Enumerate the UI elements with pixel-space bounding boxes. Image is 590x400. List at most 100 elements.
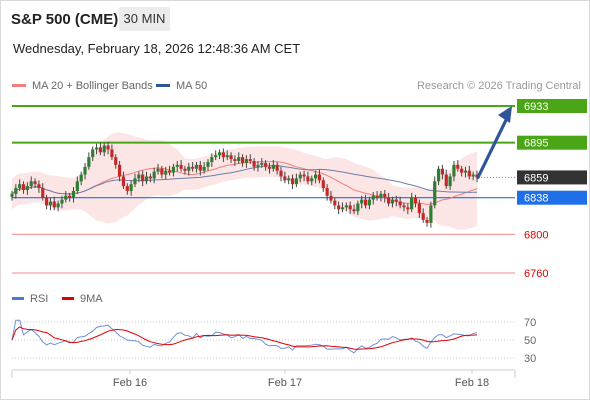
candle-body [156,168,160,172]
interval-button[interactable]: 30 MIN [119,7,170,31]
candle-body [91,149,95,158]
candle-body [321,180,325,189]
candle-body [237,157,241,162]
candle-body [248,159,252,162]
candle-body [352,209,356,212]
legend-ma50: MA 50 [156,80,207,92]
legend-ma20-label: MA 20 + Bollinger Bands [32,80,153,92]
level-label-bg-6838 [517,190,587,205]
candle-body [75,181,79,191]
candle-body [160,168,164,175]
candle-body [371,195,375,200]
candle-body [29,181,33,187]
rsi-swatch [12,296,24,300]
candle-body [210,157,214,162]
ma50-line [11,165,477,195]
candle-body [471,174,475,177]
candle-body [179,164,183,169]
candle-body [271,164,275,169]
candle-body [383,193,387,198]
candle-body [171,166,176,173]
level-label-bg-6933 [517,99,587,113]
candle-body [433,181,437,206]
candle-body [110,149,114,158]
candle-body [429,205,433,223]
candle-body [83,166,87,175]
level-label-6895: 6895 [524,138,548,150]
rsi-tick-30: 30 [524,353,536,365]
candle-body [444,174,448,187]
candle-body [125,186,129,191]
legend-ma20: MA 20 + Bollinger Bands [12,80,153,92]
candle-body [413,197,418,204]
candle-body [191,166,195,169]
rsi-tick-50: 50 [524,335,536,347]
level-label-6760: 6760 [524,268,548,280]
candle-body [37,184,41,189]
candle-body [175,164,179,167]
candle-body [187,166,191,171]
candle-body [244,159,249,163]
candle-body [137,174,141,179]
legend-9ma: 9MA [62,293,103,305]
candle-body [256,164,260,167]
candle-body [198,164,202,171]
candle-body [264,162,268,167]
legend-ma50-label: MA 50 [176,80,208,92]
candle-body [240,157,245,163]
candle-body [202,166,206,171]
candle-body [129,184,133,191]
candle-body [167,170,172,173]
target-arrow-shaft [476,114,510,180]
level-label-6933: 6933 [524,101,548,113]
candle-body [421,213,425,220]
candle-body [141,174,145,182]
candle-body [41,188,45,198]
candle-body [448,176,452,187]
target-arrow-head [498,106,512,123]
candle-body [306,176,310,182]
candle-body [329,195,333,201]
ma20-swatch [12,83,26,87]
legend-9ma-label: 9MA [80,293,103,305]
candle-body [302,174,306,177]
candle-body [310,178,314,182]
datetime-label: Wednesday, February 18, 2026 12:48:36 AM… [13,41,301,56]
candle-body [425,219,429,223]
candle-body [64,195,68,200]
candle-body [452,164,456,177]
candle-body [363,199,368,206]
candle-body [44,197,49,206]
legend-rsi-label: RSI [30,293,49,305]
candle-body [102,145,106,153]
candle-body [340,207,345,210]
candle-body [456,164,460,169]
candle-body [14,188,18,194]
candle-body [68,195,72,198]
candle-body [460,168,464,173]
candle-body [275,164,279,171]
candle-body [360,199,364,204]
candle-body [221,152,225,158]
candle-body [410,197,414,210]
candle-body [60,199,64,204]
candle-body [79,174,83,182]
candle-body [417,203,421,214]
candle-body [313,174,318,179]
candle-body [56,203,60,208]
candle-body [387,197,391,204]
candle-body [118,164,122,177]
candle-body [267,166,272,169]
candle-body [379,193,383,198]
level-label-6859: 6859 [524,172,548,184]
level-label-6800: 6800 [524,229,548,241]
candle-body [333,200,337,206]
candle-body [114,157,118,165]
x-tick-label: Feb 18 [455,377,489,389]
candles-group [10,141,479,228]
candle-body [106,145,110,150]
candle-body [440,168,445,175]
candle-body [294,178,298,185]
candle-body [144,176,149,182]
candle-body [217,152,222,156]
